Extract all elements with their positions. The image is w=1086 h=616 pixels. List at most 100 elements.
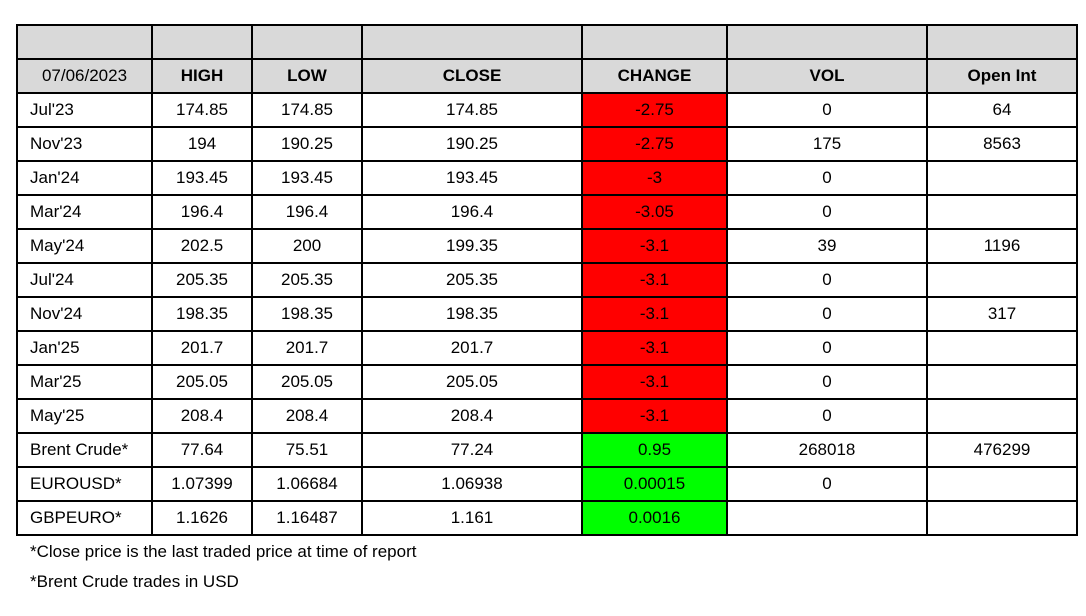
cell-label: May'25	[17, 399, 152, 433]
cell-close: 198.35	[362, 297, 582, 331]
cell-low: 190.25	[252, 127, 362, 161]
market-data-table: 07/06/2023 HIGH LOW CLOSE CHANGE VOL Ope…	[16, 24, 1078, 536]
cell-vol: 0	[727, 365, 927, 399]
table-row: Jan'24193.45193.45193.45-30	[17, 161, 1077, 195]
cell-high: 1.07399	[152, 467, 252, 501]
cell-change: 0.0016	[582, 501, 727, 535]
cell-label: May'24	[17, 229, 152, 263]
cell-vol: 0	[727, 161, 927, 195]
cell-vol: 0	[727, 331, 927, 365]
cell-close: 190.25	[362, 127, 582, 161]
cell-close: 1.06938	[362, 467, 582, 501]
cell-openint	[927, 263, 1077, 297]
cell-vol: 0	[727, 263, 927, 297]
cell-high: 193.45	[152, 161, 252, 195]
table-row: EUROUSD*1.073991.066841.069380.000150	[17, 467, 1077, 501]
cell-label: Jan'25	[17, 331, 152, 365]
cell-low: 200	[252, 229, 362, 263]
cell-openint	[927, 399, 1077, 433]
cell-close: 208.4	[362, 399, 582, 433]
cell-change: -3.1	[582, 297, 727, 331]
cell-openint: 64	[927, 93, 1077, 127]
cell-close: 193.45	[362, 161, 582, 195]
cell-openint	[927, 501, 1077, 535]
cell-openint	[927, 467, 1077, 501]
table-row: Mar'24196.4196.4196.4-3.050	[17, 195, 1077, 229]
cell-change: 0.00015	[582, 467, 727, 501]
cell-change: -3.1	[582, 399, 727, 433]
cell-vol: 175	[727, 127, 927, 161]
table-row: GBPEURO*1.16261.164871.1610.0016	[17, 501, 1077, 535]
cell-label: Jan'24	[17, 161, 152, 195]
cell-label: EUROUSD*	[17, 467, 152, 501]
cell-change: -3.1	[582, 229, 727, 263]
cell-high: 198.35	[152, 297, 252, 331]
cell-openint: 1196	[927, 229, 1077, 263]
cell-low: 198.35	[252, 297, 362, 331]
table-row: Jul'24205.35205.35205.35-3.10	[17, 263, 1077, 297]
cell-label: Brent Crude*	[17, 433, 152, 467]
header-low: LOW	[252, 59, 362, 93]
cell-low: 205.05	[252, 365, 362, 399]
cell-vol: 0	[727, 399, 927, 433]
blank-header-row	[17, 25, 1077, 59]
cell-low: 193.45	[252, 161, 362, 195]
cell-high: 174.85	[152, 93, 252, 127]
header-date: 07/06/2023	[17, 59, 152, 93]
table-row: May'25208.4208.4208.4-3.10	[17, 399, 1077, 433]
cell-change: -3.1	[582, 365, 727, 399]
cell-low: 196.4	[252, 195, 362, 229]
cell-vol: 39	[727, 229, 927, 263]
table-row: Mar'25205.05205.05205.05-3.10	[17, 365, 1077, 399]
cell-high: 205.05	[152, 365, 252, 399]
cell-openint: 8563	[927, 127, 1077, 161]
cell-openint	[927, 195, 1077, 229]
cell-close: 205.35	[362, 263, 582, 297]
cell-openint: 317	[927, 297, 1077, 331]
header-openint: Open Int	[927, 59, 1077, 93]
cell-vol	[727, 501, 927, 535]
cell-vol: 0	[727, 93, 927, 127]
footnote-1: *Close price is the last traded price at…	[16, 542, 1070, 562]
cell-low: 201.7	[252, 331, 362, 365]
cell-high: 208.4	[152, 399, 252, 433]
cell-label: Nov'23	[17, 127, 152, 161]
footnote-2: *Brent Crude trades in USD	[16, 572, 1070, 592]
cell-close: 201.7	[362, 331, 582, 365]
table-row: Nov'23194190.25190.25-2.751758563	[17, 127, 1077, 161]
cell-change: -2.75	[582, 127, 727, 161]
cell-label: Jul'24	[17, 263, 152, 297]
cell-change: -3.1	[582, 263, 727, 297]
cell-low: 1.06684	[252, 467, 362, 501]
cell-high: 1.1626	[152, 501, 252, 535]
table-row: Brent Crude*77.6475.5177.240.95268018476…	[17, 433, 1077, 467]
cell-change: -3.05	[582, 195, 727, 229]
cell-low: 208.4	[252, 399, 362, 433]
cell-high: 194	[152, 127, 252, 161]
cell-close: 205.05	[362, 365, 582, 399]
cell-change: -3.1	[582, 331, 727, 365]
cell-change: -2.75	[582, 93, 727, 127]
header-vol: VOL	[727, 59, 927, 93]
cell-high: 201.7	[152, 331, 252, 365]
cell-label: GBPEURO*	[17, 501, 152, 535]
cell-high: 205.35	[152, 263, 252, 297]
table-row: Jul'23174.85174.85174.85-2.75064	[17, 93, 1077, 127]
cell-high: 196.4	[152, 195, 252, 229]
header-high: HIGH	[152, 59, 252, 93]
cell-label: Mar'24	[17, 195, 152, 229]
cell-label: Jul'23	[17, 93, 152, 127]
cell-label: Nov'24	[17, 297, 152, 331]
cell-low: 1.16487	[252, 501, 362, 535]
cell-openint	[927, 161, 1077, 195]
cell-high: 77.64	[152, 433, 252, 467]
cell-close: 196.4	[362, 195, 582, 229]
cell-low: 75.51	[252, 433, 362, 467]
header-close: CLOSE	[362, 59, 582, 93]
cell-vol: 0	[727, 467, 927, 501]
table-body: Jul'23174.85174.85174.85-2.75064Nov'2319…	[17, 93, 1077, 535]
cell-openint: 476299	[927, 433, 1077, 467]
cell-openint	[927, 331, 1077, 365]
cell-low: 205.35	[252, 263, 362, 297]
cell-high: 202.5	[152, 229, 252, 263]
